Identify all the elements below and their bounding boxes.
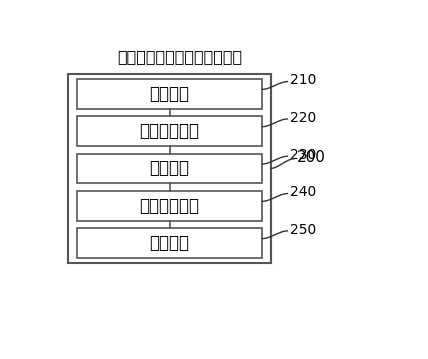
- Text: 210: 210: [290, 73, 316, 87]
- Text: 200: 200: [297, 150, 326, 165]
- Text: 250: 250: [290, 223, 316, 237]
- Bar: [77, 191, 262, 220]
- Text: 240: 240: [290, 185, 316, 199]
- Bar: [77, 116, 262, 146]
- Text: 排序模块: 排序模块: [150, 159, 190, 177]
- Text: 第一计算模块: 第一计算模块: [140, 122, 199, 140]
- Text: 建立模块: 建立模块: [150, 85, 190, 103]
- Bar: [68, 74, 271, 263]
- Bar: [77, 79, 262, 108]
- Bar: [77, 228, 262, 258]
- Text: 确定模块: 确定模块: [150, 234, 190, 252]
- Text: 弱电压暂态稳定节点分析装置: 弱电压暂态稳定节点分析装置: [117, 50, 242, 64]
- Text: 220: 220: [290, 111, 316, 125]
- Bar: [77, 154, 262, 183]
- Text: 第二计算模块: 第二计算模块: [140, 197, 199, 215]
- Text: 230: 230: [290, 148, 316, 162]
